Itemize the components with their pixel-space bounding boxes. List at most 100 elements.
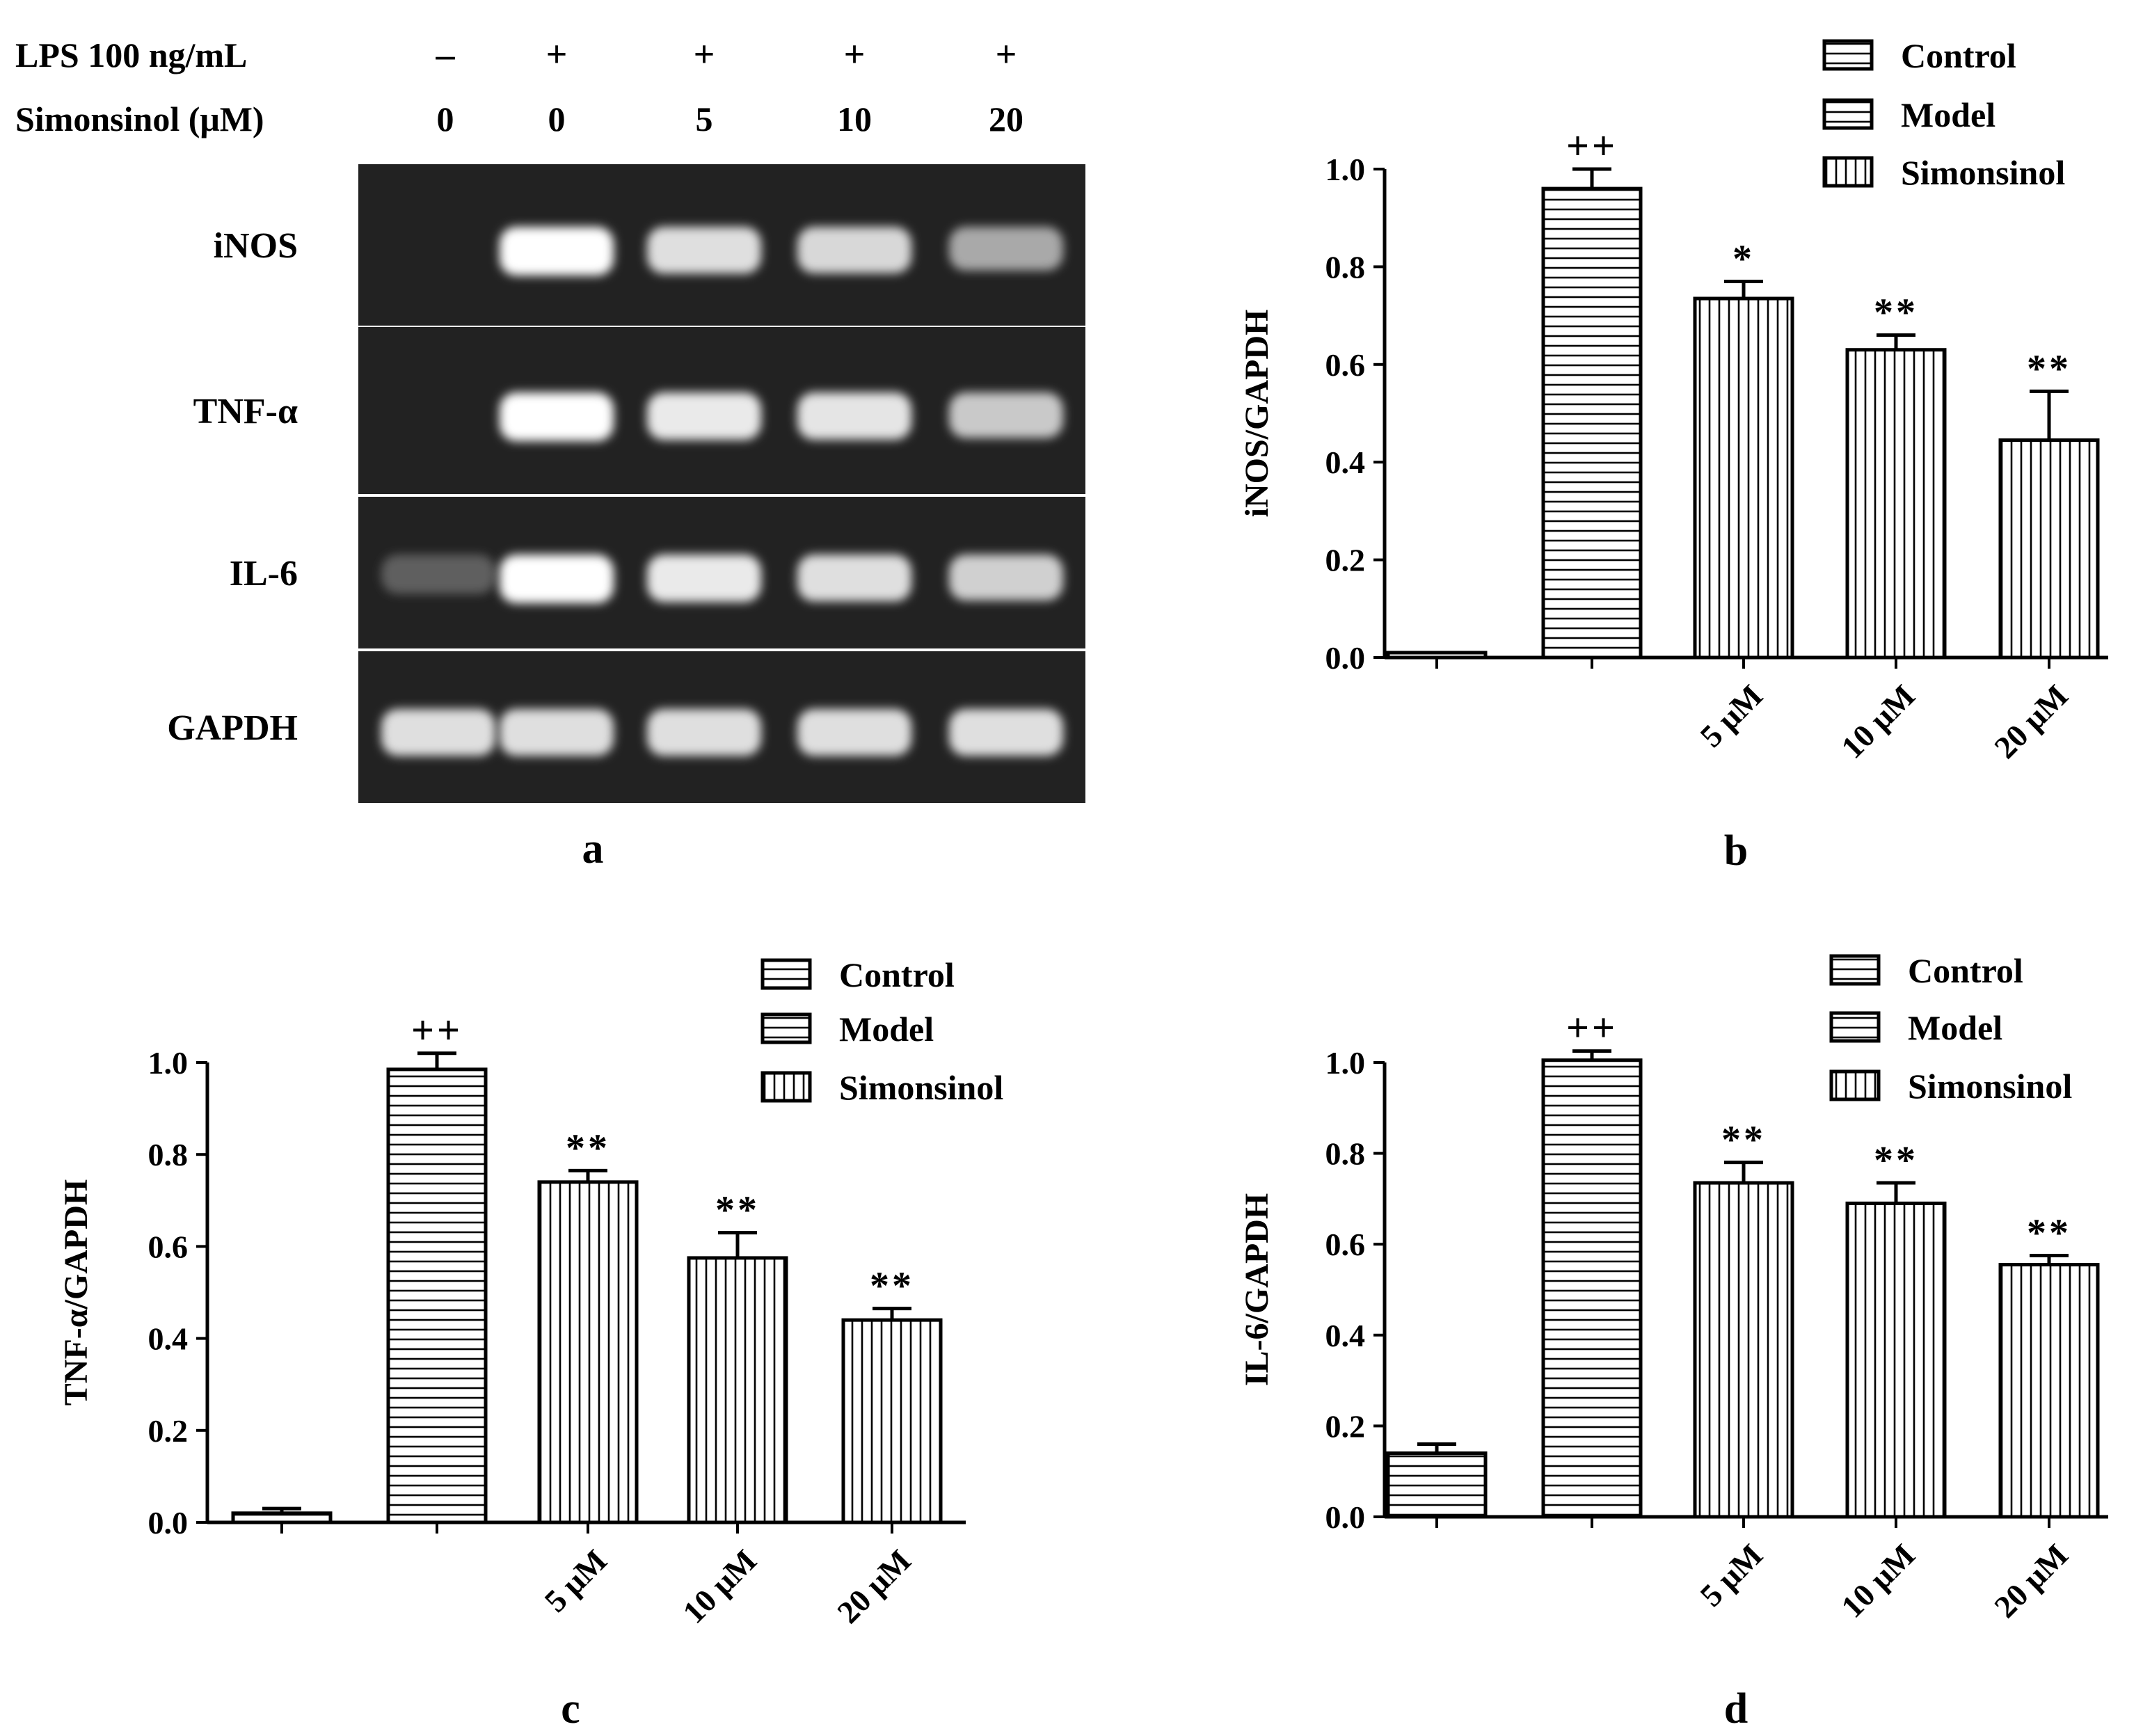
chart-panel-d: 0.0 0.2 0.4 0.6 0.8 1.0 IL-6/GAPDH ++ ** 5 μM ** 10… xyxy=(1238,951,2108,1733)
chart-panel-b: 0.0 0.2 0.4 0.6 0.8 1.0 iNOS/GAPDH ++ * 5 μM ** 10 … xyxy=(1238,36,2108,875)
legend-swatch xyxy=(1822,156,1874,188)
significance-mark: * xyxy=(1732,237,1755,280)
y-tick-label: 0.6 xyxy=(1325,347,1366,383)
y-axis-label: iNOS/GAPDH xyxy=(1238,310,1275,518)
y-tick-label: 1.0 xyxy=(148,1045,189,1081)
category-label: 10 μM xyxy=(1834,678,1922,765)
y-tick-label: 0.2 xyxy=(148,1413,189,1449)
dose-value: 0 xyxy=(437,99,454,138)
dose-value: 10 xyxy=(837,99,872,138)
category-label: 5 μM xyxy=(1693,1537,1769,1614)
gel-band xyxy=(500,555,614,603)
gel-band xyxy=(647,555,761,603)
gel-band xyxy=(647,709,761,756)
significance-mark: ** xyxy=(1874,1139,1918,1182)
category-label: 5 μM xyxy=(537,1543,614,1619)
bar xyxy=(1541,186,1643,660)
gel-band xyxy=(949,227,1063,271)
lps-sign: + xyxy=(694,33,715,75)
legend-swatch xyxy=(760,958,812,990)
panel-label-a: a xyxy=(582,825,604,873)
gel-band xyxy=(949,392,1063,438)
gene-label: GAPDH xyxy=(167,708,298,748)
legend-label: Model xyxy=(1901,95,1995,134)
gel-band xyxy=(500,709,614,756)
y-axis-label: TNF-α/GAPDH xyxy=(58,1179,95,1405)
legend-label: Model xyxy=(839,1010,934,1049)
significance-mark: ** xyxy=(2027,347,2071,390)
y-tick-label: 0.0 xyxy=(148,1505,189,1540)
y-tick-label: 0.2 xyxy=(1325,543,1366,578)
category-label: 10 μM xyxy=(1834,1537,1922,1625)
gel-panel: LPS 100 ng/mL Simonsinol (μM) – 0 +0 +5 +10 +… xyxy=(15,33,1085,873)
y-tick-label: 0.8 xyxy=(1325,1136,1366,1172)
category-label: 20 μM xyxy=(830,1543,918,1630)
lane-headers: – 0 +0 +5 +10 +20 xyxy=(436,33,1024,138)
bar xyxy=(1998,438,2100,660)
y-tick-label: 1.0 xyxy=(1325,152,1366,187)
significance-mark: ** xyxy=(2027,1212,2071,1255)
legend-swatch xyxy=(1829,1069,1881,1101)
y-tick-label: 0.8 xyxy=(148,1137,189,1172)
gel-band xyxy=(797,555,911,602)
dose-value: 20 xyxy=(989,99,1023,138)
bar xyxy=(231,1511,333,1524)
bar xyxy=(1845,348,1947,660)
legend-label: Control xyxy=(1901,36,2016,75)
legend-label: Simonsinol xyxy=(1908,1067,2072,1106)
legend-swatch xyxy=(760,1012,812,1044)
significance-mark: ++ xyxy=(1566,123,1618,168)
significance-mark: ** xyxy=(1874,292,1918,335)
legend-swatch xyxy=(1829,954,1881,986)
legend-label: Model xyxy=(1908,1008,2002,1047)
gene-label: IL-6 xyxy=(230,554,298,594)
bar xyxy=(1998,1263,2100,1519)
legend-label: Control xyxy=(1908,951,2023,990)
significance-mark: ** xyxy=(566,1126,610,1170)
significance-mark: ** xyxy=(715,1189,760,1232)
lps-sign: + xyxy=(996,33,1017,75)
y-tick-label: 0.4 xyxy=(1325,445,1366,480)
panel-label-d: d xyxy=(1724,1685,1748,1733)
gene-label: TNF-α xyxy=(193,392,298,431)
gel-band xyxy=(797,392,911,440)
y-tick-label: 0.4 xyxy=(148,1321,189,1357)
significance-mark: ** xyxy=(1721,1119,1766,1162)
gel-band xyxy=(797,709,911,756)
y-tick-label: 0.0 xyxy=(1325,1499,1366,1535)
lps-sign: + xyxy=(546,33,568,75)
category-label: 20 μM xyxy=(1987,678,2075,765)
bar xyxy=(1386,1451,1488,1519)
dose-row-header: Simonsinol (μM) xyxy=(15,99,264,138)
gel-band xyxy=(949,709,1063,756)
bar xyxy=(1693,1181,1794,1519)
panel-label-c: c xyxy=(561,1685,580,1733)
legend-label: Simonsinol xyxy=(839,1068,1003,1107)
gel-band xyxy=(797,227,911,273)
bar xyxy=(687,1256,788,1524)
significance-mark: ++ xyxy=(1566,1005,1618,1051)
legend-swatch xyxy=(1822,39,1874,71)
y-axis-label: IL-6/GAPDH xyxy=(1238,1193,1275,1386)
gel-band xyxy=(500,392,614,441)
chart-panel-c: 0.0 0.2 0.4 0.6 0.8 1.0 TNF-α/GAPDH ++ ** 5 μM ** 1… xyxy=(58,955,1003,1733)
y-tick-label: 0.8 xyxy=(1325,249,1366,285)
lps-row-header: LPS 100 ng/mL xyxy=(15,35,247,74)
bar xyxy=(841,1318,943,1524)
significance-mark: ** xyxy=(870,1265,914,1308)
category-label: 5 μM xyxy=(1693,678,1769,754)
y-tick-label: 0.0 xyxy=(1325,640,1366,676)
gel-band xyxy=(381,709,495,756)
bar xyxy=(1541,1058,1643,1519)
y-tick-label: 0.6 xyxy=(1325,1227,1366,1262)
gel-band xyxy=(381,555,495,594)
legend-swatch xyxy=(760,1071,812,1103)
y-tick-label: 0.4 xyxy=(1325,1318,1366,1353)
bar xyxy=(537,1180,639,1524)
gel-strips: iNOS TNF-α IL-6 GAPDH xyxy=(167,164,1085,803)
category-label: 20 μM xyxy=(1987,1537,2075,1625)
gel-band xyxy=(647,392,761,440)
dose-value: 5 xyxy=(696,99,713,138)
bar xyxy=(1845,1201,1947,1519)
